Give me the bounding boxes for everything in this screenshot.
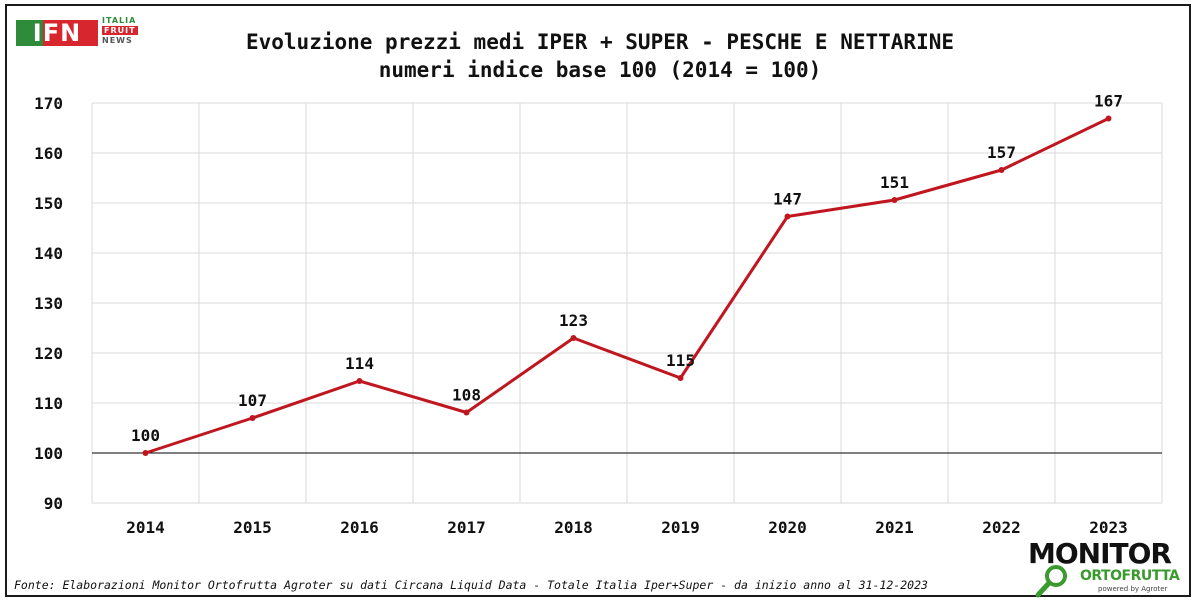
x-tick-label: 2022	[982, 518, 1021, 537]
data-label: 114	[345, 354, 374, 373]
x-tick-label: 2018	[554, 518, 593, 537]
data-label: 108	[452, 386, 481, 405]
y-tick-label: 150	[34, 194, 63, 213]
x-tick-label: 2015	[233, 518, 272, 537]
chart-title-line1: Evoluzione prezzi medi IPER + SUPER - PE…	[245, 30, 954, 54]
data-label: 147	[773, 190, 802, 209]
y-tick-label: 120	[34, 344, 63, 363]
data-label: 107	[238, 391, 267, 410]
data-point	[891, 197, 898, 203]
ifn-logo: IFN ITALIA FRUIT NEWS	[16, 12, 144, 54]
x-tick-label: 2016	[340, 518, 379, 537]
monitor-logo-line2: ORTOFRUTTA	[1080, 568, 1180, 584]
data-labels: 100 107 114 108 123 115 147 151 157 167	[131, 92, 1123, 446]
x-tick-label: 2021	[875, 518, 914, 537]
grid-lines	[91, 102, 1163, 504]
data-point	[677, 375, 684, 381]
price-index-series	[142, 115, 1112, 456]
ifn-logo-line2: FRUIT	[102, 26, 138, 35]
data-label: 151	[880, 173, 909, 192]
monitor-logo-line1: MONITOR	[1028, 537, 1172, 570]
x-tick-label: 2023	[1089, 518, 1128, 537]
monitor-ortofrutta-logo: MONITOR ORTOFRUTTA powered by Agroter	[1028, 540, 1188, 598]
data-point	[784, 213, 791, 220]
magnifier-icon	[1035, 565, 1067, 598]
x-tick-label: 2017	[447, 518, 486, 537]
data-point	[463, 409, 470, 416]
data-point	[249, 415, 256, 421]
data-point	[356, 378, 363, 384]
y-tick-label: 130	[34, 294, 63, 313]
axis-labels: 90 100 110 120 130 140 150 160 170 2014 2015 2016 20…	[34, 94, 1128, 537]
data-label: 100	[131, 426, 160, 445]
y-tick-label: 140	[34, 244, 63, 263]
monitor-logo-sub: powered by Agroter	[1098, 585, 1168, 593]
data-point	[998, 167, 1005, 173]
source-note: Fonte: Elaborazioni Monitor Ortofrutta A…	[14, 578, 928, 592]
y-tick-label: 90	[44, 494, 63, 513]
data-label: 115	[666, 351, 695, 370]
data-point	[142, 450, 149, 456]
x-tick-label: 2014	[126, 518, 165, 537]
y-tick-label: 170	[34, 94, 63, 113]
y-tick-label: 160	[34, 144, 63, 163]
ifn-logo-line1: ITALIA	[102, 16, 137, 25]
x-tick-label: 2020	[768, 518, 807, 537]
chart-title: Evoluzione prezzi medi IPER + SUPER - PE…	[150, 28, 1050, 84]
x-tick-label: 2019	[661, 518, 700, 537]
ifn-logo-line3: NEWS	[102, 36, 133, 45]
y-tick-label: 100	[34, 444, 63, 463]
y-tick-label: 110	[34, 394, 63, 413]
data-point	[1105, 115, 1112, 122]
ifn-logo-mark: IFN	[16, 20, 98, 46]
data-point	[570, 335, 577, 341]
ifn-logo-text: ITALIA FRUIT NEWS	[102, 16, 138, 46]
data-label: 167	[1094, 92, 1123, 111]
data-label: 123	[559, 311, 588, 330]
series-line	[145, 117, 1110, 455]
data-label: 157	[987, 143, 1016, 162]
chart-title-line2: numeri indice base 100 (2014 = 100)	[378, 58, 822, 82]
